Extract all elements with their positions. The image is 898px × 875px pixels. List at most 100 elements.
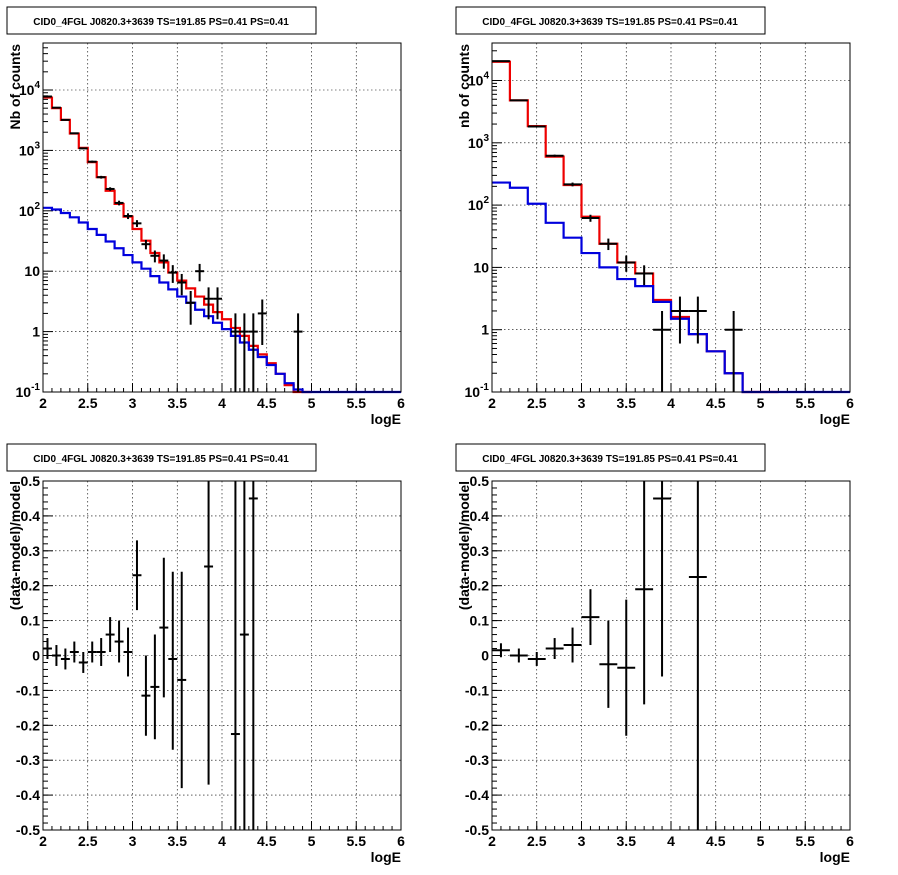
- y-tick-label: -0.5: [465, 822, 489, 838]
- y-tick-label: 0.1: [470, 613, 490, 629]
- counts-panel-right: CID0_4FGL J0820.3+3639 TS=191.85 PS=0.41…: [455, 6, 854, 427]
- y-tick-label: 0.1: [21, 613, 41, 629]
- data-point: [563, 627, 582, 663]
- y-tick-label: 103: [468, 133, 490, 151]
- x-tick-label: 4: [667, 833, 675, 849]
- y-axis-title: nb of counts: [456, 44, 472, 128]
- x-tick-label: 3: [129, 395, 137, 411]
- data-point: [69, 641, 79, 663]
- x-tick-label: 3: [578, 833, 586, 849]
- data-point: [114, 620, 124, 663]
- y-axis-title: Nb of counts: [7, 44, 23, 130]
- data-point: [527, 652, 546, 666]
- data-point: [150, 634, 160, 740]
- x-tick-label: 2.5: [78, 395, 98, 411]
- total-model-line: [492, 60, 779, 394]
- x-tick-label: 5: [757, 395, 765, 411]
- residual-panel-right: CID0_4FGL J0820.3+3639 TS=191.85 PS=0.41…: [455, 443, 854, 865]
- plot-frame: [42, 42, 402, 393]
- data-point: [545, 638, 564, 659]
- plot-area: 2 2.5 3 3.5 4 4.5 5 5.5 6 -0.5 -0.4 -0.3 -0.2 -0.1 0 0.…: [465, 473, 854, 849]
- data-point: [617, 599, 636, 736]
- data-point: [51, 106, 61, 109]
- y-tick-label: 102: [468, 195, 490, 213]
- x-axis-title: logE: [820, 411, 850, 427]
- x-tick-label: 3.5: [617, 833, 637, 849]
- y-tick-exponent: 4: [483, 71, 489, 82]
- data-point: [132, 220, 142, 227]
- x-tick-label: 3.5: [617, 395, 637, 411]
- plot-frame: [42, 480, 402, 831]
- panel-title: CID0_4FGL J0820.3+3639 TS=191.85 PS=0.41…: [482, 17, 738, 28]
- data-point: [87, 160, 97, 163]
- x-tick-label: 2: [488, 395, 496, 411]
- y-tick-label: -0.2: [465, 717, 489, 733]
- data-point: [527, 125, 546, 128]
- x-tick-label: 5: [757, 833, 765, 849]
- y-tick-label: -0.1: [16, 682, 40, 698]
- data-point: [509, 648, 528, 663]
- data-point: [177, 273, 187, 296]
- data-point: [635, 265, 654, 286]
- x-tick-label: 3.5: [168, 833, 188, 849]
- data-point: [43, 95, 52, 98]
- y-tick-label: 0.5: [21, 473, 41, 489]
- x-tick-label: 3: [129, 833, 137, 849]
- data-point: [195, 263, 205, 282]
- diffuse-model-line: [43, 206, 401, 394]
- x-tick-label: 6: [846, 395, 854, 411]
- y-tick-label: -0.5: [16, 822, 40, 838]
- counts-panel-left: CID0_4FGL J0820.3+3639 TS=191.85 PS=0.41…: [6, 6, 405, 427]
- x-tick-label: 6: [846, 833, 854, 849]
- y-tick-label: 1: [481, 322, 489, 338]
- data-point: [204, 481, 214, 785]
- y-tick-exponent: 3: [34, 140, 40, 151]
- data-point: [69, 132, 79, 135]
- x-axis-title: logE: [371, 849, 401, 865]
- data-point: [248, 313, 258, 392]
- data-point: [581, 214, 600, 222]
- data-point: [78, 652, 88, 673]
- x-tick-label: 5: [308, 395, 316, 411]
- x-tick-label: 2.5: [527, 833, 547, 849]
- x-tick-label: 6: [397, 395, 405, 411]
- y-tick-label: 0.3: [21, 543, 41, 559]
- y-tick-label: 0.4: [21, 508, 41, 524]
- panel-title: CID0_4FGL J0820.3+3639 TS=191.85 PS=0.41…: [33, 454, 289, 465]
- plot-area: 2 2.5 3 3.5 4 4.5 5 5.5 6 -0.5 -0.4 -0.3 -0.2 -0.1 0 0.…: [16, 473, 405, 849]
- x-tick-label: 5.5: [796, 395, 816, 411]
- x-tick-label: 5: [308, 833, 316, 849]
- title-box: [455, 443, 766, 472]
- plot-frame: [491, 42, 851, 393]
- y-tick-label: -0.3: [16, 752, 40, 768]
- y-tick-label: 10-1: [465, 382, 490, 400]
- x-tick-label: 4.5: [706, 395, 726, 411]
- data-point: [141, 239, 151, 250]
- x-tick-label: 2: [488, 833, 496, 849]
- data-point: [635, 481, 654, 705]
- data-point: [688, 481, 707, 830]
- data-point: [123, 213, 133, 220]
- residual-panel-left: CID0_4FGL J0820.3+3639 TS=191.85 PS=0.41…: [6, 443, 405, 865]
- title-box: [6, 443, 317, 472]
- data-point: [150, 250, 160, 263]
- data-point: [123, 627, 133, 677]
- y-tick-exponent: 4: [34, 80, 40, 91]
- y-tick-label: 0: [481, 648, 489, 664]
- y-tick-exponent: -1: [31, 382, 40, 393]
- y-axis-title: (data-model)/model: [7, 481, 23, 610]
- data-point: [60, 648, 70, 670]
- y-tick-label: 0.5: [470, 473, 490, 489]
- y-tick-label: 102: [19, 201, 41, 219]
- data-point: [599, 238, 618, 251]
- y-tick-label: 0.3: [470, 543, 490, 559]
- y-tick-exponent: 3: [483, 133, 489, 144]
- data-point: [213, 287, 222, 320]
- data-point: [653, 481, 671, 677]
- data-point: [617, 255, 636, 272]
- data-point: [293, 313, 303, 392]
- y-tick-label: 0.2: [470, 578, 490, 594]
- data-point: [688, 296, 707, 344]
- data-point: [159, 557, 169, 698]
